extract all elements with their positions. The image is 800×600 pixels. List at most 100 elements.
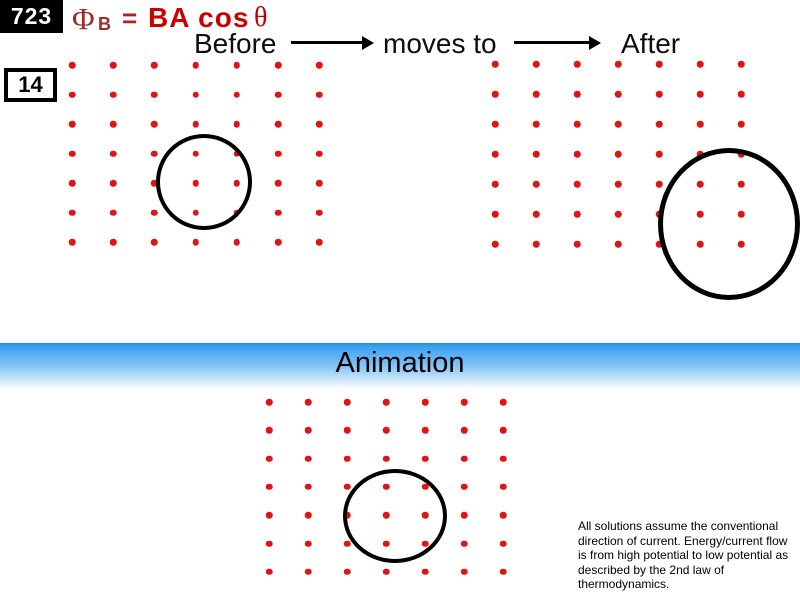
conducting-loop-circle (343, 469, 447, 563)
b-field-dot (499, 455, 507, 462)
formula-ba-cos: BA cos (148, 2, 250, 33)
label-after: After (621, 28, 681, 59)
b-field-dot (696, 180, 704, 188)
b-field-dot (655, 210, 663, 218)
b-field-dot (460, 483, 468, 491)
b-field-dot (655, 240, 663, 248)
b-field-dot (274, 209, 282, 216)
b-field-dot (192, 120, 199, 128)
b-field-dot (192, 209, 199, 216)
b-field-dot (382, 511, 390, 519)
b-field-dot (460, 427, 468, 434)
b-field-dot (192, 179, 199, 187)
b-field-dot (696, 90, 704, 98)
b-field-dot (460, 511, 468, 519)
b-field-dot (491, 120, 499, 128)
b-field-dot (304, 511, 312, 519)
b-field-dot (655, 90, 663, 98)
b-field-dot (460, 398, 468, 406)
b-field-dot (109, 238, 117, 246)
b-field-dot (382, 427, 390, 434)
b-field-dot (151, 91, 158, 98)
b-field-dot (499, 540, 507, 547)
solutions-note-line: is from high potential to low potential … (578, 548, 789, 563)
b-field-dot (315, 61, 323, 69)
b-field-dot (737, 210, 745, 218)
b-field-dot (151, 120, 158, 128)
b-field-dot (151, 179, 158, 187)
b-field-dot (696, 150, 704, 158)
b-field-dot (614, 210, 622, 218)
b-field-dot (532, 60, 540, 68)
b-field-dot (109, 61, 117, 69)
b-field-dot (192, 61, 199, 69)
b-field-dot (655, 150, 663, 158)
b-field-dot (68, 179, 76, 187)
b-field-dot (109, 120, 117, 128)
b-field-dot (573, 180, 581, 188)
animation-banner[interactable]: Animation (0, 343, 800, 389)
b-field-dot (274, 238, 282, 246)
b-field-dot (499, 511, 507, 519)
formula-phi-symbol: Φ (72, 1, 95, 36)
animation-banner-label[interactable]: Animation (335, 347, 465, 379)
solutions-note-line: All solutions assume the conventional (578, 519, 779, 533)
label-moves-to: moves to (383, 28, 497, 59)
b-field-dot (573, 120, 581, 128)
b-field-dot (233, 150, 241, 157)
conducting-loop-circle (658, 148, 800, 300)
b-field-dot (499, 427, 507, 434)
solutions-note-line: thermodynamics. (578, 577, 670, 592)
b-field-dot (304, 540, 312, 547)
solutions-note-line: direction of current. Energy/current flo… (578, 533, 788, 548)
b-field-dot (315, 209, 323, 216)
b-field-dot (491, 60, 499, 68)
b-field-dot (304, 427, 312, 434)
solutions-note-line: described by the 2nd law of (578, 562, 725, 577)
b-field-dot (265, 483, 273, 491)
b-field-dot (499, 398, 507, 406)
formula-theta-symbol: θ (254, 2, 268, 33)
b-field-dot (499, 483, 507, 491)
b-field-dot (382, 568, 390, 576)
b-field-dot (737, 120, 745, 128)
arrow-right-icon (514, 36, 601, 49)
b-field-dot (68, 238, 76, 246)
arrow-right-icon (291, 36, 374, 49)
b-field-dot (233, 91, 241, 98)
b-field-dot (737, 90, 745, 98)
b-field-dot (343, 511, 351, 519)
b-field-dot (265, 568, 273, 576)
b-field-dot (573, 150, 581, 158)
b-field-dot (274, 61, 282, 69)
b-field-dot (304, 398, 312, 406)
b-field-dot (265, 427, 273, 434)
b-field-dot (109, 150, 117, 157)
b-field-dot (233, 120, 241, 128)
b-field-dot (655, 120, 663, 128)
conducting-loop-circle (156, 134, 252, 230)
problem-number-badge: 723 (0, 0, 63, 33)
b-field-dot (614, 60, 622, 68)
b-field-dot (192, 238, 199, 246)
b-field-dot (109, 209, 117, 216)
b-field-dot (491, 240, 499, 248)
solutions-note: All solutions assume the conventional dir… (578, 519, 800, 592)
formula-equals-sign: = (122, 3, 138, 33)
b-field-dot (614, 240, 622, 248)
b-field-dot (614, 150, 622, 158)
b-field-dot (109, 91, 117, 98)
b-field-dot (421, 427, 429, 434)
b-field-dot (382, 455, 390, 462)
b-field-dot (265, 540, 273, 547)
b-field-dot (343, 455, 351, 462)
b-field-dot (315, 91, 323, 98)
b-field-dot (274, 120, 282, 128)
b-field-dot (491, 210, 499, 218)
b-field-dot (151, 209, 158, 216)
b-field-dot (491, 180, 499, 188)
b-field-dot (421, 540, 429, 547)
